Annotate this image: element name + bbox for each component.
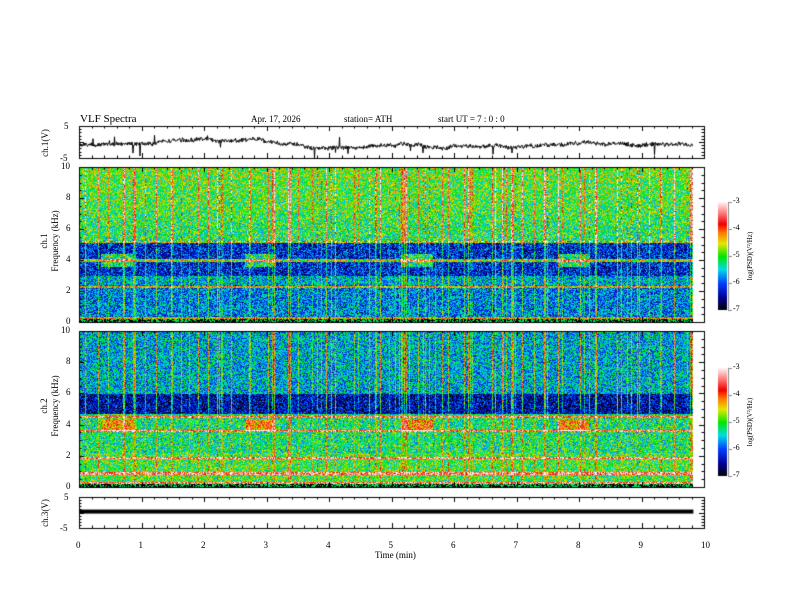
figure-title: VLF Spectra [80,113,137,125]
colorbar-tick: -3 [733,362,740,371]
spectrogram-ytick: 0 [66,316,71,326]
ch3-ytick: 5 [64,492,69,502]
spectrogram-ytick: 10 [61,161,70,171]
x-tick-label: 1 [138,540,144,550]
colorbar-tick: -5 [733,250,740,259]
ch1-spectrogram-ylabel: ch.1 Frequency (kHz) [39,210,60,272]
ch3-ytick: -5 [60,523,68,533]
x-tick-label: 10 [701,540,710,550]
colorbar2-label: log(PSD)(V²/Hz) [746,397,754,447]
spectrogram-ytick: 8 [66,356,71,367]
x-tick-label: 3 [263,540,269,550]
x-tick-label: 7 [513,540,519,550]
colorbar-tick: -7 [733,304,740,313]
spectrogram-ytick: 2 [66,449,71,460]
colorbar-tick: -6 [733,277,740,286]
spectrogram-ytick: 2 [66,285,71,295]
x-tick-label: 5 [388,540,394,550]
ch1-ytick: -5 [60,153,68,163]
x-tick-label: 9 [638,540,644,550]
colorbar-tick: -7 [733,470,740,479]
x-tick-label: 2 [201,540,206,550]
spectrogram-ytick: 10 [61,325,70,335]
colorbar-tick: -3 [733,196,740,205]
date-label: Apr. 17, 2026 [251,114,301,124]
colorbar-tick: -5 [733,416,740,425]
spectrogram-ytick: 6 [66,223,71,233]
colorbar-tick: -6 [733,443,740,452]
spectrogram-ytick: 8 [66,192,71,202]
x-tick-label: 6 [451,540,456,550]
ch2-spectrogram-ylabel: ch.2 Frequency (kHz) [39,375,60,437]
ch1-ylabel: ch.1(V) [40,129,50,157]
spectrogram-ytick: 6 [66,387,71,398]
spectrogram-ytick: 4 [66,418,71,429]
colorbar1-label: log(PSD)(V²/Hz) [746,231,754,281]
x-axis-label: Time (min) [375,550,416,560]
spectrogram-ytick: 0 [66,481,71,491]
colorbar-tick: -4 [733,389,740,398]
ch3-ylabel: ch.3(V) [40,499,50,527]
x-tick-label: 8 [576,540,581,550]
ch1-ytick: 5 [64,121,69,131]
spectrogram-ytick: 4 [66,254,71,264]
colorbar-tick: -4 [733,223,740,232]
start-time-label: start UT = 7 : 0 : 0 [438,114,505,124]
x-tick-label: 0 [76,540,81,550]
station-label: station= ATH [344,114,393,124]
x-tick-label: 4 [326,540,331,550]
